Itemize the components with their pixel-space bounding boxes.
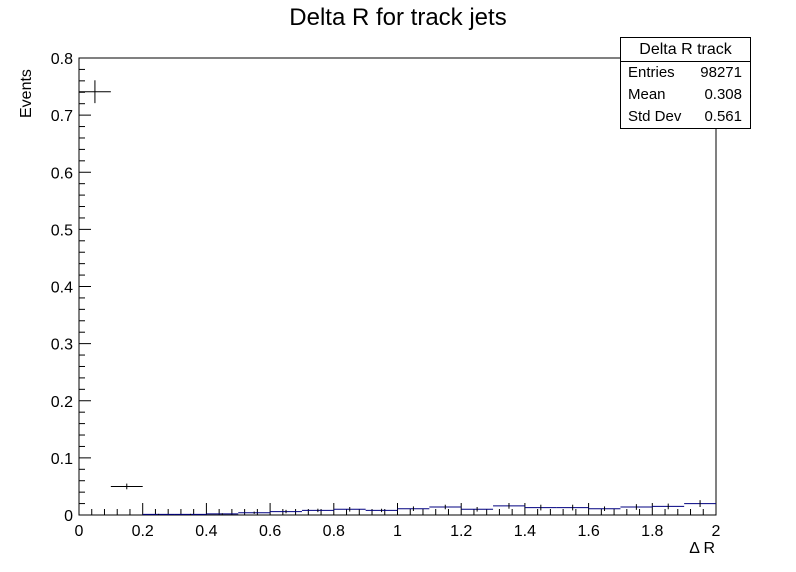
x-tick-label: 0.8 bbox=[323, 523, 345, 540]
histogram-bin bbox=[556, 504, 589, 511]
histogram-bin bbox=[365, 508, 398, 513]
histogram-bin bbox=[206, 513, 239, 515]
histogram-bin bbox=[301, 508, 334, 513]
histogram-bin bbox=[333, 507, 366, 512]
stats-row-entries: Entries 98271 bbox=[621, 62, 750, 84]
x-tick-labels: 0 0.2 0.4 0.6 0.8 1 1.2 1.4 1.6 1.8 2 bbox=[75, 523, 721, 540]
y-tick-label: 0.1 bbox=[51, 451, 73, 468]
stats-box: Delta R track Entries 98271 Mean 0.308 S… bbox=[620, 37, 751, 129]
y-tick-label: 0.6 bbox=[51, 165, 73, 182]
y-tick-label: 0.7 bbox=[51, 108, 73, 125]
histogram-bin bbox=[588, 506, 621, 512]
histogram-bin bbox=[684, 500, 716, 508]
histogram-bin bbox=[174, 513, 207, 515]
x-tick-label: 0 bbox=[75, 523, 84, 540]
histogram-bin bbox=[620, 504, 653, 510]
histogram-bin bbox=[524, 504, 557, 511]
stats-label: Mean bbox=[628, 86, 666, 103]
y-tick-label: 0.2 bbox=[51, 394, 73, 411]
y-tick-label: 0.8 bbox=[51, 51, 73, 68]
x-tick-label: 1 bbox=[393, 523, 402, 540]
histogram-bin bbox=[429, 504, 462, 510]
stats-box-title: Delta R track bbox=[621, 38, 750, 62]
histogram-bin bbox=[79, 80, 111, 104]
histogram-bin bbox=[110, 483, 143, 490]
x-tick-label: 1.8 bbox=[641, 523, 663, 540]
stats-value: 98271 bbox=[700, 64, 742, 81]
histogram-bin bbox=[270, 509, 302, 514]
chart-title: Delta R for track jets bbox=[289, 4, 507, 31]
y-tick-label: 0 bbox=[64, 508, 73, 525]
y-tick-label: 0.3 bbox=[51, 337, 73, 354]
histogram-bin bbox=[652, 503, 685, 510]
stats-value: 0.561 bbox=[704, 108, 742, 125]
histogram-bin bbox=[493, 503, 525, 509]
x-tick-label: 1.2 bbox=[450, 523, 472, 540]
x-tick-label: 0.6 bbox=[259, 523, 281, 540]
y-tick-label: 0.4 bbox=[51, 280, 73, 297]
histogram-bin bbox=[142, 513, 175, 515]
x-tick-label: 1.4 bbox=[514, 523, 536, 540]
histogram-bin bbox=[461, 507, 494, 512]
y-tick-labels: 0 0.1 0.2 0.3 0.4 0.5 0.6 0.7 0.8 bbox=[51, 51, 73, 525]
x-tick-label: 1.6 bbox=[577, 523, 599, 540]
histogram-bin bbox=[238, 511, 271, 514]
y-tick-label: 0.5 bbox=[51, 222, 73, 239]
stats-label: Std Dev bbox=[628, 108, 682, 125]
x-tick-label: 0.2 bbox=[132, 523, 154, 540]
stats-row-stddev: Std Dev 0.561 bbox=[621, 106, 750, 128]
histogram-series bbox=[79, 80, 716, 515]
histogram-bin bbox=[397, 506, 430, 512]
stats-label: Entries bbox=[628, 64, 675, 81]
x-tick-label: 2 bbox=[712, 523, 721, 540]
y-axis-label: Events bbox=[18, 69, 35, 118]
stats-value: 0.308 bbox=[704, 86, 742, 103]
stats-row-mean: Mean 0.308 bbox=[621, 84, 750, 106]
x-tick-label: 0.4 bbox=[195, 523, 217, 540]
x-axis-label: Δ R bbox=[689, 540, 715, 557]
